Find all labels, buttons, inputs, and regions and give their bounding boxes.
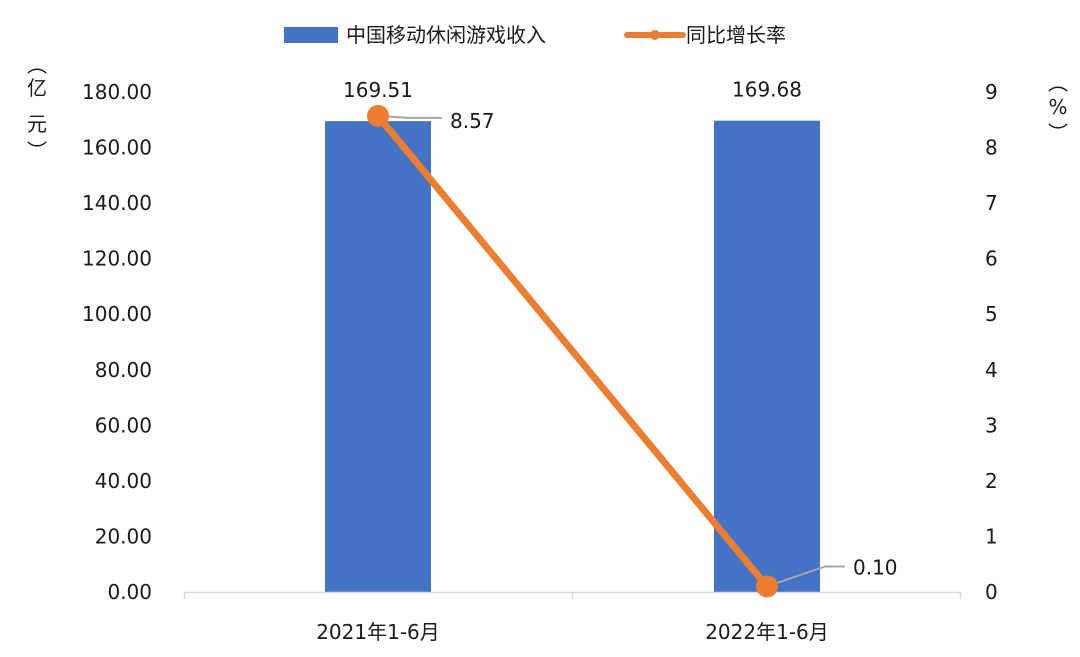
bar [325,121,431,592]
leader-line [766,565,845,588]
left-axis-unit: ︵ 亿 元 ︶ [27,53,47,163]
right-tick-label: 4 [985,358,998,382]
line-value-label: 0.10 [853,555,898,579]
unit-yuan: 元 [27,112,47,136]
legend-bar-swatch [284,27,338,43]
legend-bar-label: 中国移动休闲游戏收入 [346,23,546,47]
line-marker [756,575,778,598]
unit-paren-close: ︶ [27,139,47,163]
right-tick-label: 0 [985,580,998,604]
right-tick-label: 3 [985,413,998,437]
growth-line [375,113,770,589]
right-tick-label: 8 [985,136,998,160]
right-axis-ticks: 0 1 2 3 4 5 6 7 8 9 [985,80,998,604]
unit-paren-open: ︵ [1048,71,1068,95]
unit-paren-open: ︵ [27,53,47,77]
right-tick-label: 1 [985,524,998,548]
legend-line-label: 同比增长率 [686,23,786,47]
right-tick-label: 6 [985,247,998,271]
line-series: 8.57 0.10 [367,104,898,598]
bar-value-label: 169.51 [343,78,413,102]
left-tick-label: 20.00 [95,524,152,548]
left-tick-label: 160.00 [82,136,152,160]
unit-paren-close: ︶ [1048,121,1068,145]
right-tick-label: 2 [985,469,998,493]
left-tick-label: 0.00 [107,580,152,604]
line-marker [367,104,389,127]
unit-percent: % [1048,95,1067,119]
right-axis-unit: ︵ % ︶ [1048,71,1068,145]
legend-line-marker [650,30,660,40]
right-tick-label: 9 [985,80,998,104]
line-value-label: 8.57 [450,109,495,133]
bar [714,120,820,593]
left-axis-ticks: 0.00 20.00 40.00 60.00 80.00 100.00 120.00 140.… [82,80,152,604]
left-tick-label: 80.00 [95,358,152,382]
x-tick-label: 2022年1-6月 [705,620,829,644]
bar-value-label: 169.68 [732,78,802,102]
left-tick-label: 180.00 [82,80,152,104]
left-tick-label: 100.00 [82,302,152,326]
left-tick-label: 60.00 [95,413,152,437]
x-axis-labels: 2021年1-6月 2022年1-6月 [316,620,829,644]
left-tick-label: 140.00 [82,191,152,215]
unit-yi: 亿 [27,76,47,100]
bar-series: 169.51 169.68 [325,78,820,593]
left-tick-label: 40.00 [95,469,152,493]
legend: 中国移动休闲游戏收入 同比增长率 [284,23,786,47]
x-tick-label: 2021年1-6月 [316,620,440,644]
right-tick-label: 5 [985,302,998,326]
right-tick-label: 7 [985,191,998,215]
x-axis [183,591,962,599]
left-tick-label: 120.00 [82,247,152,271]
